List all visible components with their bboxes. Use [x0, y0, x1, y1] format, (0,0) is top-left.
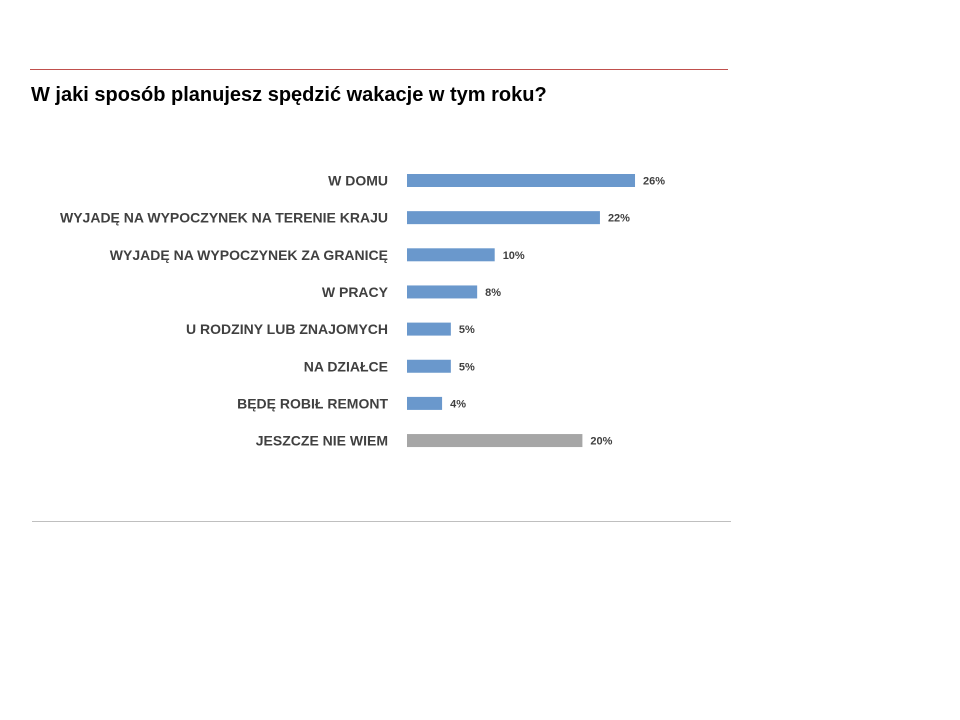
bar — [407, 211, 600, 225]
value-label: 22% — [608, 213, 630, 225]
category-label: W PRACY — [322, 284, 389, 300]
bar-chart-rows: W DOMU 26% WYJADĘ NA WYPOCZYNEK NA TERENIE… — [60, 173, 665, 449]
value-label: 20% — [590, 436, 612, 448]
value-label: 26% — [643, 176, 665, 188]
title-top-rule — [30, 69, 728, 70]
bar — [407, 396, 443, 410]
value-label: 4% — [450, 398, 466, 410]
category-label: WYJADĘ NA WYPOCZYNEK NA TERENIE KRAJU — [60, 210, 388, 226]
bar — [407, 359, 451, 373]
value-label: 5% — [459, 361, 475, 373]
bar — [407, 322, 451, 336]
bar — [407, 174, 636, 187]
category-label: W DOMU — [328, 173, 388, 189]
chart-bottom-rule — [32, 521, 731, 522]
value-label: 10% — [503, 250, 525, 262]
value-label: 5% — [459, 324, 475, 336]
category-label: NA DZIAŁCE — [304, 358, 388, 374]
category-label: BĘDĘ ROBIŁ REMONT — [237, 395, 388, 411]
bar — [407, 248, 495, 262]
value-label: 8% — [485, 287, 501, 299]
category-label: JESZCZE NIE WIEM — [256, 433, 388, 449]
chart-title: W jaki sposób planujesz spędzić wakacje … — [31, 84, 547, 106]
category-label: WYJADĘ NA WYPOCZYNEK ZA GRANICĘ — [110, 247, 388, 263]
category-label: U RODZINY LUB ZNAJOMYCH — [186, 321, 388, 337]
bar — [407, 285, 478, 299]
bar — [407, 434, 583, 448]
